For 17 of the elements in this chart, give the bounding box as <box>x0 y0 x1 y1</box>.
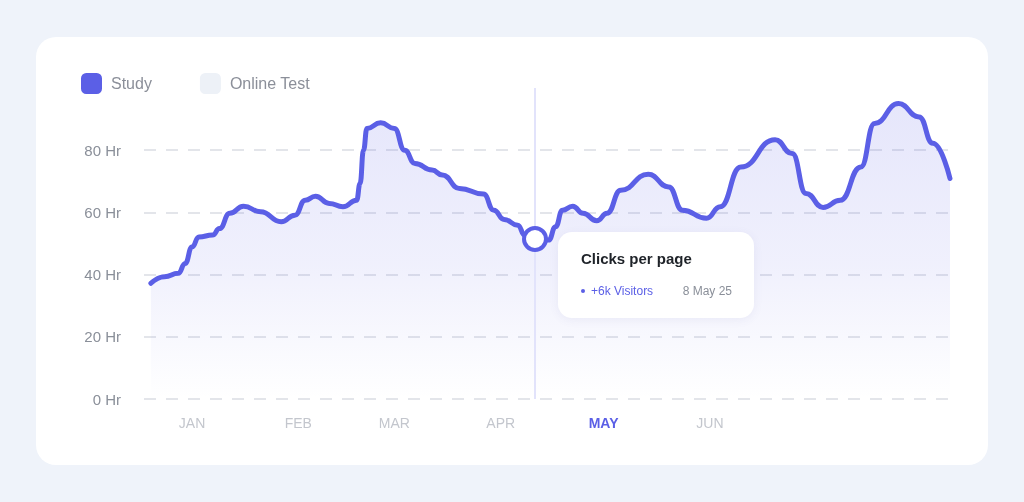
x-tick-label: FEB <box>284 415 312 431</box>
annotation: 8 May 25 <box>682 283 732 298</box>
x-tick-label: MAR <box>378 415 410 431</box>
x-tick-label: MAY <box>588 415 620 431</box>
x-tick-label: APR <box>486 415 516 431</box>
y-tick-label: 60 Hr <box>84 203 121 221</box>
x-tick-label: JAN <box>178 415 206 431</box>
tooltip-card: Clicks per page +6k Visitors 8 May 25 <box>558 231 754 318</box>
y-tick-label: 80 Hr <box>84 141 121 159</box>
y-tick-label: 20 Hr <box>84 328 121 346</box>
x-tick-label: JUN <box>696 415 724 431</box>
y-tick-label: 0 Hr <box>92 390 121 408</box>
legend-label: Online Test <box>229 75 311 92</box>
y-tick-label: 40 Hr <box>84 266 121 284</box>
annotation: Clicks per page <box>580 249 693 268</box>
legend-label: Study <box>111 75 152 92</box>
annotation: +6k Visitors <box>590 283 654 298</box>
